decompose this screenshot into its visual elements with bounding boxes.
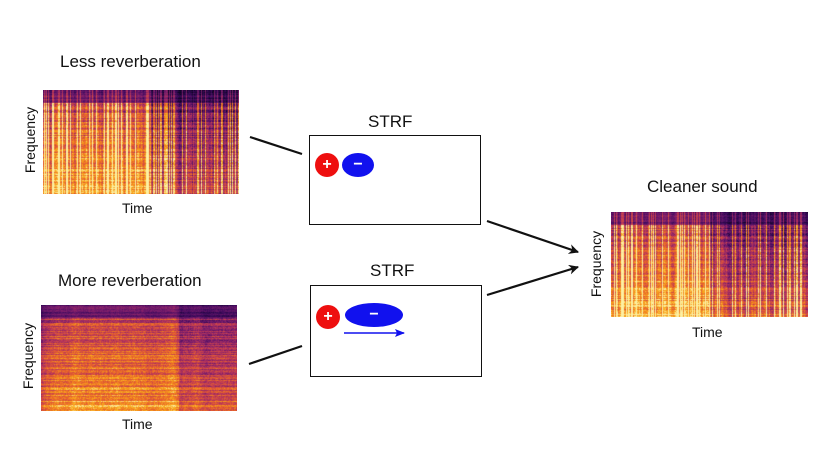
strf-bottom-to-clean-arrow (486, 264, 579, 297)
clean-sound-xlabel: Time (692, 324, 723, 340)
more-reverb-spectrogram (41, 305, 237, 411)
less-reverb-xlabel: Time (122, 200, 153, 216)
clean-sound-spectrogram (611, 212, 808, 317)
more-reverb-xlabel: Time (122, 416, 153, 432)
strf-top-to-clean-arrow (486, 219, 579, 254)
less-to-strf-line (249, 135, 303, 156)
strf-bottom-inhibitory-icon: − (345, 303, 403, 327)
more-to-strf-line (248, 344, 303, 366)
less-reverb-spectrogram (43, 90, 239, 194)
less-reverb-title: Less reverberation (60, 52, 201, 71)
strf-bottom-excitatory-icon: + (316, 305, 340, 329)
strf-top-inhibitory-icon: − (342, 153, 374, 177)
clean-sound-title: Cleaner sound (647, 177, 758, 196)
more-reverb-title: More reverberation (58, 271, 202, 290)
strf-top-label: STRF (368, 112, 413, 131)
strf-top-box: + − (309, 135, 481, 225)
strf-top-excitatory-icon: + (315, 153, 339, 177)
strf-bottom-label: STRF (370, 261, 415, 280)
